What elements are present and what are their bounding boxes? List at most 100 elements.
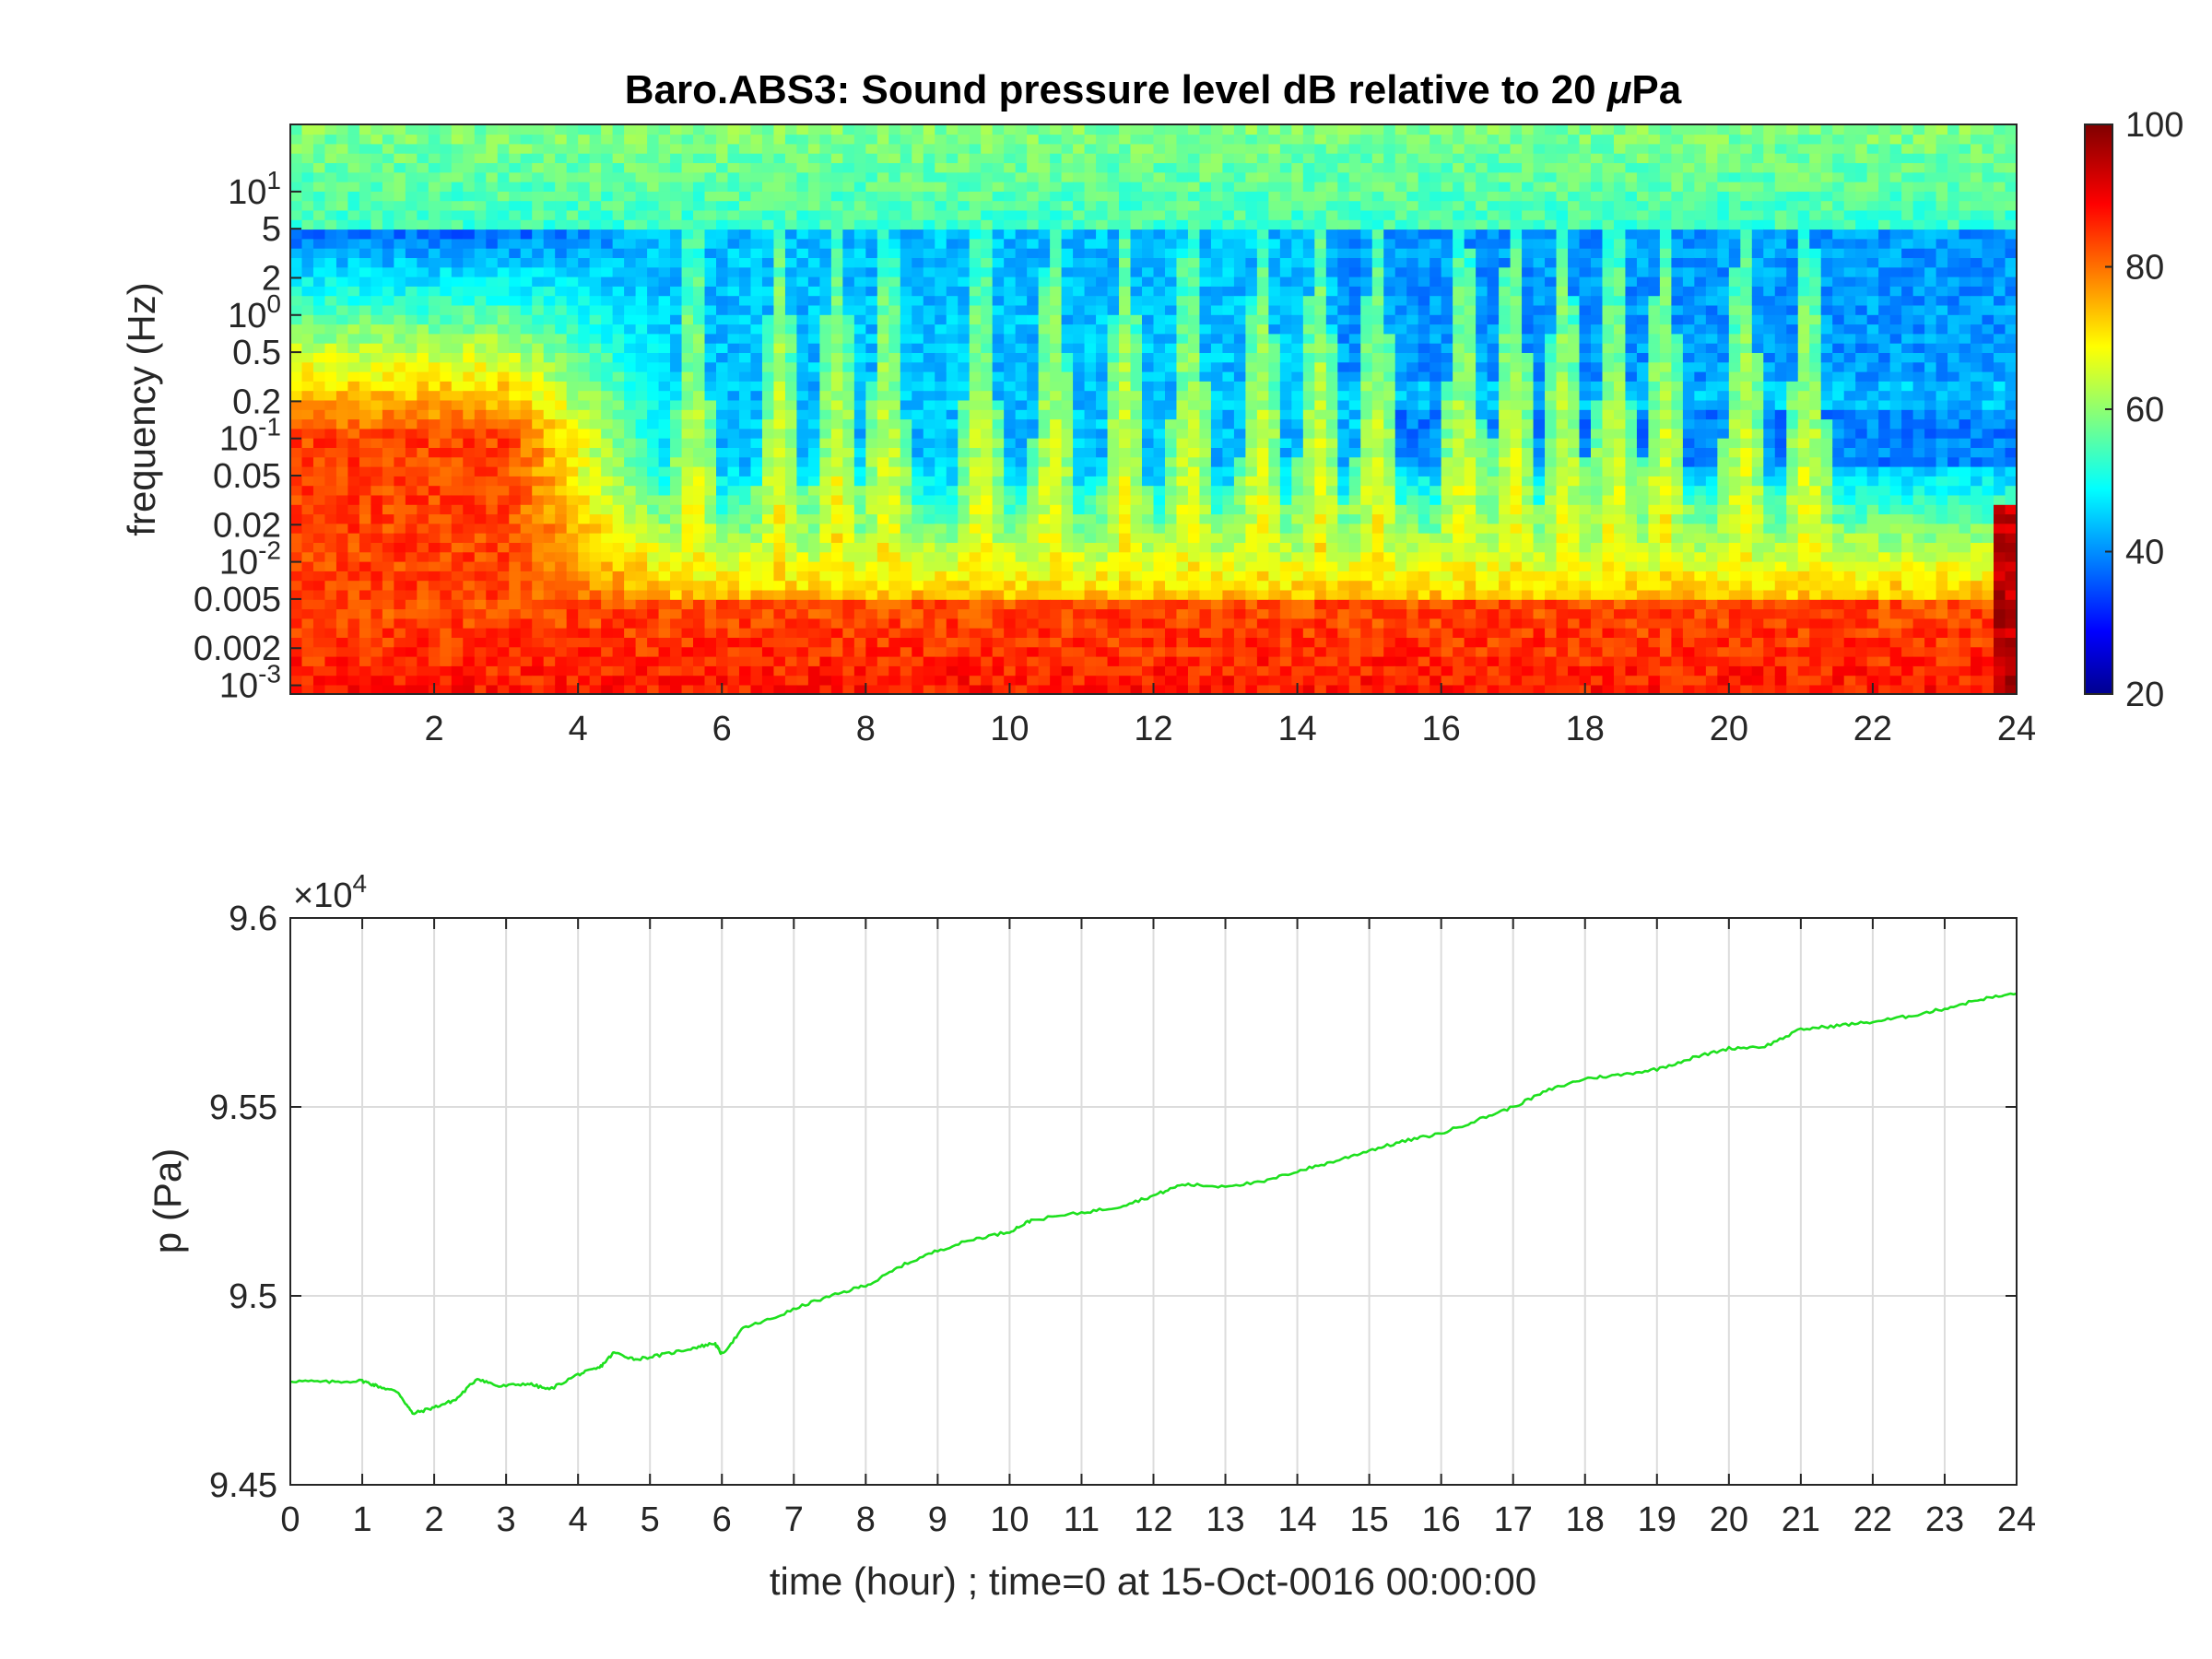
- heatmap-cell: [969, 171, 982, 182]
- heatmap-cell: [923, 665, 936, 677]
- heatmap-cell: [474, 257, 488, 268]
- heatmap-cell: [451, 381, 465, 392]
- heatmap-cell: [520, 456, 534, 467]
- heatmap-cell: [1084, 304, 1097, 315]
- heatmap-cell: [773, 646, 786, 657]
- heatmap-cell: [1119, 304, 1132, 315]
- heatmap-cell: [750, 181, 763, 192]
- heatmap-cell: [1176, 589, 1189, 600]
- heatmap-cell: [1142, 618, 1155, 629]
- heatmap-cell: [900, 485, 913, 496]
- heatmap-cell: [842, 618, 855, 629]
- heatmap-cell: [335, 181, 349, 192]
- heatmap-cell: [1130, 286, 1143, 297]
- heatmap-cell: [612, 560, 625, 571]
- heatmap-cell: [738, 333, 752, 344]
- heatmap-cell: [463, 342, 476, 353]
- heatmap-cell: [624, 390, 637, 401]
- heatmap-cell: [981, 276, 994, 287]
- heatmap-cell: [624, 286, 637, 297]
- heatmap-cell: [865, 191, 878, 202]
- heatmap-cell: [371, 523, 383, 534]
- heatmap-cell: [371, 352, 383, 363]
- heatmap-cell: [912, 456, 924, 467]
- heatmap-cell: [681, 551, 694, 562]
- heatmap-cell: [1096, 523, 1109, 534]
- heatmap-cell: [589, 390, 602, 401]
- heatmap-cell: [566, 314, 579, 325]
- heatmap-cell: [440, 266, 453, 277]
- heatmap-cell: [417, 181, 429, 192]
- heatmap-cell: [1233, 571, 1247, 582]
- heatmap-cell: [853, 571, 867, 582]
- heatmap-cell: [1096, 238, 1109, 249]
- heatmap-cell: [1210, 219, 1224, 230]
- heatmap-cell: [451, 209, 465, 220]
- heatmap-cell: [888, 447, 901, 458]
- heatmap-cell: [819, 390, 832, 401]
- heatmap-cell: [347, 304, 360, 315]
- heatmap-cell: [589, 485, 602, 496]
- heatmap-cell: [624, 266, 637, 277]
- heatmap-cell: [371, 371, 383, 382]
- heatmap-cell: [290, 627, 303, 638]
- heatmap-cell: [670, 342, 683, 353]
- heatmap-cell: [877, 162, 890, 173]
- heatmap-cell: [1015, 494, 1028, 505]
- heatmap-cell: [486, 655, 499, 666]
- heatmap-cell: [958, 428, 971, 439]
- heatmap-cell: [981, 655, 994, 666]
- heatmap-cell: [1050, 352, 1063, 363]
- heatmap-cell: [830, 266, 844, 277]
- heatmap-cell: [474, 191, 488, 202]
- heatmap-cell: [624, 504, 637, 515]
- heatmap-cell: [830, 333, 844, 344]
- heatmap-cell: [704, 409, 717, 420]
- heatmap-cell: [474, 675, 488, 686]
- heatmap-cell: [784, 276, 798, 287]
- heatmap-cell: [738, 532, 752, 543]
- heatmap-cell: [1222, 124, 1235, 135]
- heatmap-cell: [417, 191, 429, 202]
- heatmap-cell: [819, 162, 832, 173]
- heatmap-cell: [681, 542, 694, 553]
- heatmap-cell: [417, 465, 429, 477]
- heatmap-cell: [405, 599, 418, 610]
- heatmap-cell: [761, 627, 775, 638]
- heatmap-cell: [543, 352, 556, 363]
- heatmap-cell: [601, 134, 614, 145]
- heatmap-cell: [647, 542, 660, 553]
- heatmap-cell: [761, 361, 775, 372]
- heatmap-cell: [417, 200, 429, 211]
- heatmap-cell: [1153, 494, 1166, 505]
- heatmap-cell: [670, 618, 683, 629]
- heatmap-cell: [1187, 608, 1201, 619]
- heatmap-cell: [865, 428, 878, 439]
- heatmap-cell: [405, 295, 418, 306]
- heatmap-cell: [335, 618, 349, 629]
- heatmap-cell: [693, 447, 706, 458]
- heatmap-cell: [474, 390, 488, 401]
- heatmap-cell: [405, 627, 418, 638]
- heatmap-cell: [1199, 465, 1212, 477]
- heatmap-cell: [969, 399, 982, 410]
- heatmap-cell: [566, 257, 579, 268]
- heatmap-cell: [474, 381, 488, 392]
- heatmap-cell: [417, 637, 429, 648]
- heatmap-cell: [1142, 523, 1155, 534]
- heatmap-cell: [958, 655, 971, 666]
- heatmap-cell: [1222, 513, 1235, 524]
- heatmap-cell: [1084, 580, 1097, 591]
- heatmap-cell: [784, 200, 798, 211]
- heatmap-cell: [830, 200, 844, 211]
- heatmap-cell: [647, 580, 660, 591]
- heatmap-cell: [738, 476, 752, 487]
- heatmap-cell: [1027, 295, 1040, 306]
- heatmap-cell: [738, 513, 752, 524]
- heatmap-cell: [1096, 465, 1109, 477]
- heatmap-cell: [1027, 637, 1040, 648]
- heatmap-cell: [773, 295, 786, 306]
- heatmap-cell: [451, 665, 465, 677]
- heatmap-cell: [290, 447, 303, 458]
- heatmap-cell: [532, 276, 545, 287]
